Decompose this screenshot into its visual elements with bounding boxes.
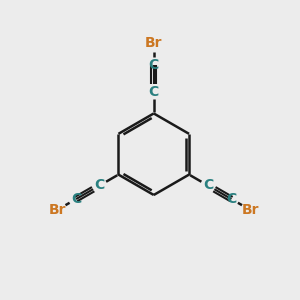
Text: C: C — [94, 178, 105, 193]
Text: Br: Br — [145, 36, 163, 50]
Text: C: C — [203, 178, 213, 193]
Text: C: C — [148, 58, 159, 71]
Text: Br: Br — [242, 203, 259, 217]
Text: Br: Br — [49, 203, 66, 217]
Text: C: C — [148, 85, 159, 99]
Text: C: C — [71, 192, 81, 206]
Text: C: C — [226, 192, 236, 206]
